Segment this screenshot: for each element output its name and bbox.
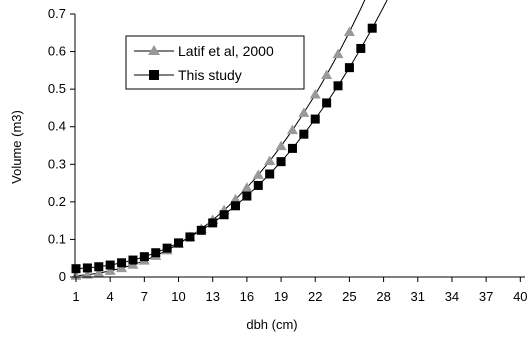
data-point-triangle — [104, 265, 116, 275]
legend-item-this-study: This study — [134, 67, 242, 83]
data-point-square — [287, 143, 297, 153]
x-tick-label: 19 — [274, 289, 288, 304]
data-point-triangle — [275, 140, 287, 151]
data-point-triangle — [264, 155, 276, 166]
data-point-square — [105, 260, 115, 270]
y-tick-label: 0 — [59, 269, 66, 284]
y-tick-label: 0.1 — [48, 231, 66, 246]
y-tick-label: 0.5 — [48, 81, 66, 96]
legend-item-latif: Latif et al, 2000 — [134, 43, 274, 59]
data-point-triangle — [252, 169, 264, 179]
data-point-square — [71, 264, 81, 274]
y-tick-label: 0.6 — [48, 44, 66, 59]
data-point-square — [151, 248, 161, 258]
data-point-triangle — [343, 26, 355, 37]
x-tick-label: 25 — [342, 289, 356, 304]
x-tick-label: 13 — [205, 289, 219, 304]
series-line-1 — [75, 0, 388, 270]
data-point-square — [276, 157, 286, 167]
data-point-triangle — [321, 69, 333, 79]
data-point-triangle — [309, 89, 321, 99]
x-tick-label: 34 — [445, 289, 459, 304]
legend: Latif et al, 2000 This study — [125, 35, 305, 90]
series-line-0 — [75, 0, 366, 277]
data-point-triangle — [241, 182, 253, 192]
data-point-square — [367, 23, 377, 33]
legend-label-this-study: This study — [178, 67, 242, 83]
data-point-square — [310, 114, 320, 124]
legend-marker-triangle — [148, 45, 160, 55]
data-point-square — [322, 98, 332, 108]
data-point-square — [162, 243, 172, 253]
data-point-square — [174, 238, 184, 248]
y-tick-label: 0.2 — [48, 194, 66, 209]
data-point-square — [117, 258, 127, 268]
data-point-square — [230, 201, 240, 211]
data-point-triangle — [298, 107, 310, 117]
x-tick-label: 1 — [72, 289, 79, 304]
data-point-square — [82, 263, 92, 273]
x-tick-label: 31 — [411, 289, 425, 304]
data-point-square — [356, 43, 366, 53]
data-point-square — [94, 262, 104, 272]
data-point-square — [242, 191, 252, 201]
data-point-square — [253, 180, 263, 190]
data-point-square — [128, 255, 138, 265]
data-point-square — [208, 218, 218, 228]
x-tick-label: 4 — [107, 289, 114, 304]
data-point-square — [333, 81, 343, 91]
data-point-square — [219, 210, 229, 220]
y-tick-label: 0.4 — [48, 119, 66, 134]
x-tick-label: 7 — [141, 289, 148, 304]
data-point-square — [185, 232, 195, 242]
axes — [70, 13, 525, 282]
x-tick-label: 37 — [479, 289, 493, 304]
data-point-triangle — [332, 48, 344, 59]
legend-box — [125, 35, 305, 90]
data-point-square — [299, 129, 309, 139]
data-point-square — [265, 169, 275, 179]
legend-label-latif: Latif et al, 2000 — [178, 43, 274, 59]
legend-marker-square — [149, 70, 159, 80]
x-tick-label: 10 — [171, 289, 185, 304]
data-point-triangle — [93, 267, 105, 278]
x-axis-title: dbh (cm) — [246, 317, 297, 332]
y-tick-label: 0.7 — [48, 6, 66, 21]
data-point-triangle — [81, 269, 93, 279]
x-tick-label: 28 — [376, 289, 390, 304]
y-tick-label: 0.3 — [48, 156, 66, 171]
plot-area — [70, 0, 388, 280]
tick-labels: 0 0.1 0.2 0.3 0.4 0.5 0.6 0.7 1 4 7 10 13 16 19 22 25 28 3… — [48, 6, 528, 304]
x-tick-label: 16 — [240, 289, 254, 304]
x-tick-label: 22 — [308, 289, 322, 304]
data-point-triangle — [286, 124, 298, 135]
data-point-square — [139, 252, 149, 262]
y-axis-title: Volume (m3) — [9, 110, 24, 184]
data-point-triangle — [229, 193, 241, 204]
data-point-square — [196, 225, 206, 235]
data-point-triangle — [116, 262, 128, 273]
x-tick-label: 40 — [513, 289, 527, 304]
data-point-square — [344, 63, 354, 73]
